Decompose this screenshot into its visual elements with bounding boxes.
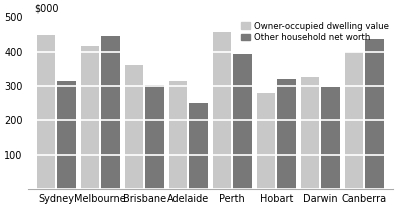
Bar xyxy=(256,93,275,189)
Bar xyxy=(145,85,164,189)
Bar xyxy=(233,54,252,189)
Bar xyxy=(101,36,120,189)
Bar xyxy=(213,32,231,189)
Bar xyxy=(57,81,76,189)
Bar xyxy=(189,103,208,189)
Bar xyxy=(169,81,187,189)
Legend: Owner-occupied dwelling value, Other household net worth: Owner-occupied dwelling value, Other hou… xyxy=(241,22,389,42)
Bar xyxy=(37,35,55,189)
Bar xyxy=(277,79,296,189)
Bar xyxy=(345,52,363,189)
Bar xyxy=(365,39,384,189)
Text: $000: $000 xyxy=(34,4,59,14)
Bar xyxy=(125,66,143,189)
Bar xyxy=(81,46,99,189)
Bar xyxy=(321,87,340,189)
Bar xyxy=(301,77,319,189)
